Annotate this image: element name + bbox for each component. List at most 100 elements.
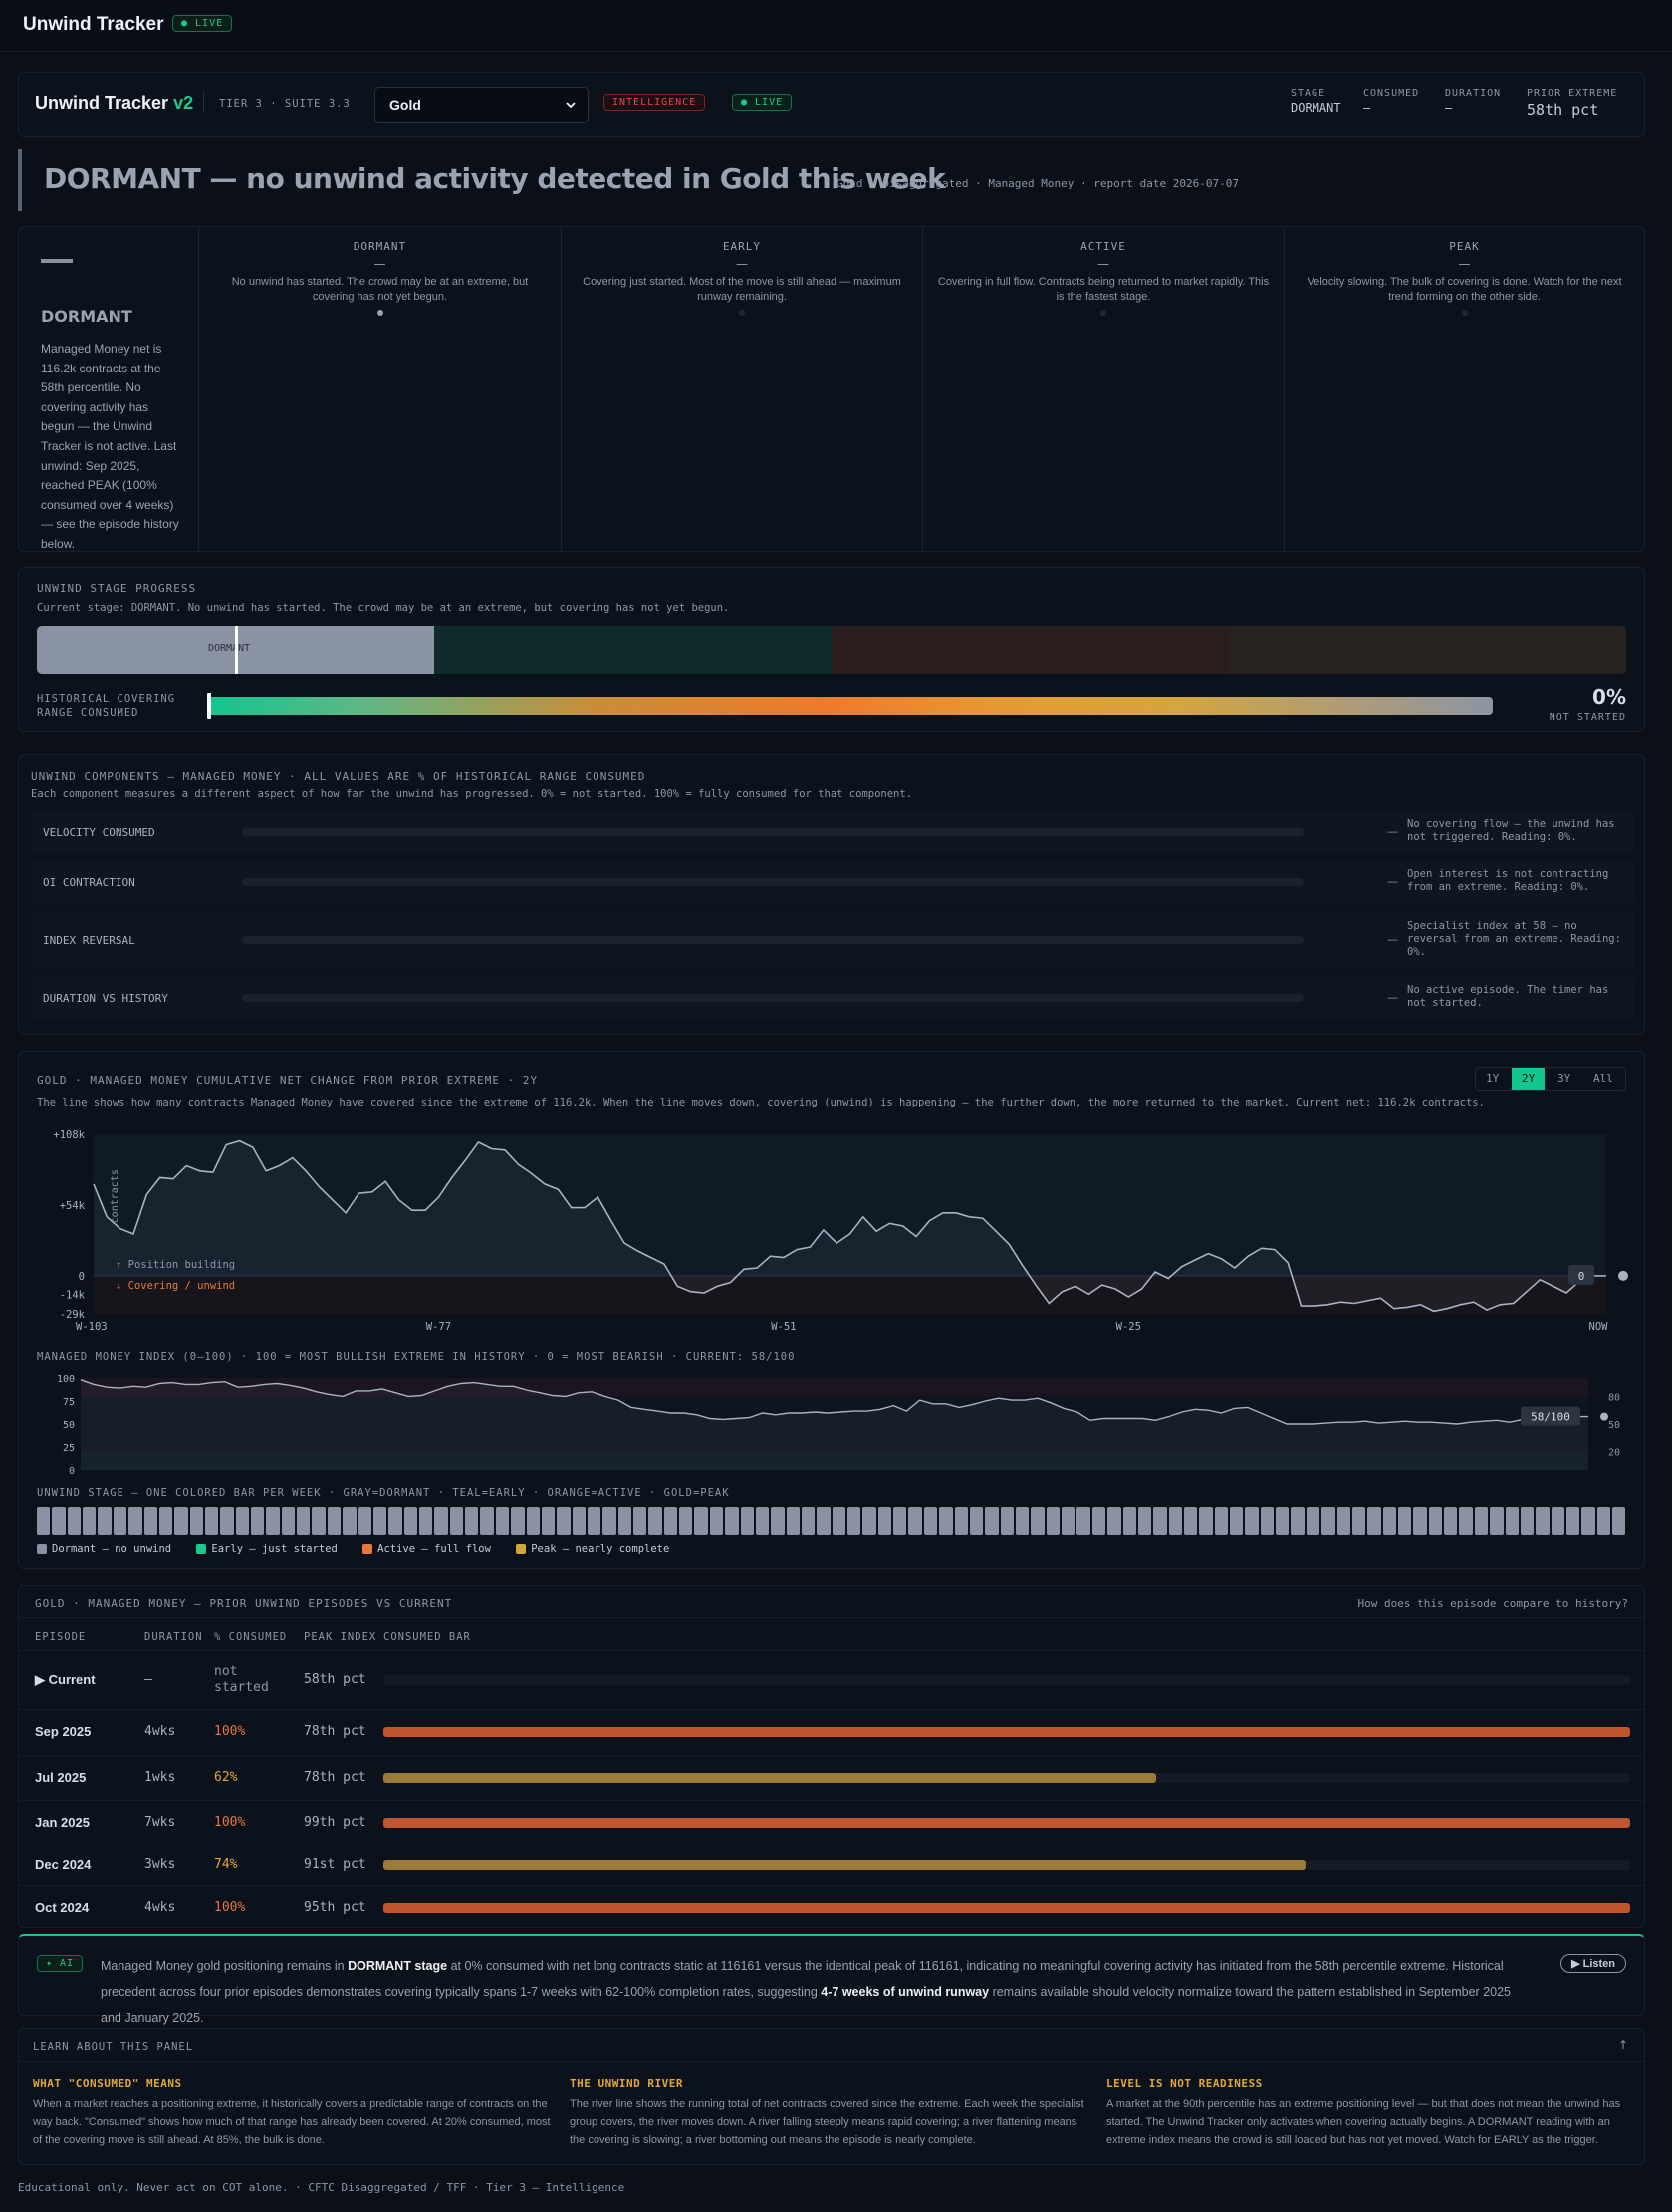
- col-header-duration: DURATION: [144, 1631, 203, 1643]
- consumed-status: NOT STARTED: [1549, 712, 1626, 723]
- historical-range-gradient: [207, 693, 1493, 719]
- stage-week-bar: [893, 1507, 907, 1535]
- episode-consumed: 74%: [214, 1857, 238, 1872]
- episode-name: ▶ Current: [35, 1672, 96, 1687]
- stage-week-bar: [1245, 1507, 1259, 1535]
- stage-column-dormant: DORMANT — No unwind has started. The cro…: [198, 227, 561, 551]
- ai-highlight-stage: DORMANT stage: [348, 1959, 448, 1973]
- stage-week-bar: [281, 1507, 296, 1535]
- index-badge-label: 58/100: [1531, 1411, 1570, 1424]
- stage-week-bar: [297, 1507, 311, 1535]
- episode-name: Jul 2025: [35, 1770, 87, 1785]
- component-name: DURATION VS HISTORY: [43, 992, 168, 1005]
- stage-indicator-dot: [1461, 310, 1468, 316]
- legend-swatch-active: [362, 1544, 373, 1554]
- stage-week-bar: [541, 1507, 556, 1535]
- stage-week-bar: [1214, 1507, 1229, 1535]
- episode-consumed: 100%: [214, 1815, 246, 1830]
- index-zone-tick: 20: [1608, 1448, 1620, 1459]
- range-3y-button[interactable]: 3Y: [1557, 1072, 1571, 1085]
- index-y-tick: 25: [63, 1443, 75, 1454]
- stage-week-bar: [694, 1507, 708, 1535]
- component-note: Open interest is not contracting from an…: [1407, 868, 1609, 893]
- stage-week-bar: [648, 1507, 662, 1535]
- learn-body: When a market reaches a positioning extr…: [33, 2098, 551, 2146]
- stage-segment-active: [832, 626, 1229, 674]
- top-bar: Unwind Tracker ● LIVE: [0, 0, 1672, 52]
- episode-duration: 4wks: [144, 1724, 176, 1739]
- position-building-label: ↑ Position building: [116, 1259, 235, 1271]
- episode-row[interactable]: Jan 2025 7wks 100% 99th pct: [19, 1800, 1646, 1843]
- range-1y-button[interactable]: 1Y: [1486, 1072, 1500, 1085]
- episode-peak-index: 99th pct: [304, 1815, 366, 1830]
- stage-column-title: EARLY: [722, 240, 762, 253]
- consumed-marker: [207, 693, 211, 719]
- stage-week-bar: [372, 1507, 387, 1535]
- episode-row[interactable]: ▶ Current — not started 58th pct: [19, 1650, 1646, 1708]
- collapse-arrow-icon[interactable]: ↑: [1617, 2038, 1628, 2052]
- stage-week-bar: [343, 1507, 357, 1535]
- components-sub: Each component measures a different aspe…: [31, 788, 913, 800]
- stage-week-bar: [266, 1507, 280, 1535]
- stage-week-bar: [985, 1507, 999, 1535]
- episode-peak-index: 78th pct: [304, 1724, 366, 1739]
- episode-name: Jan 2025: [35, 1815, 90, 1830]
- range-toggle: 1Y 2Y 3Y All: [1475, 1067, 1626, 1091]
- stage-week-bar: [251, 1507, 265, 1535]
- hero-meta: Gold · Disaggregated · Managed Money · r…: [836, 177, 1239, 190]
- learn-label: LEARN ABOUT THIS PANEL: [33, 2041, 194, 2053]
- stage-week-bar: [832, 1507, 846, 1535]
- stage-week-bar: [969, 1507, 984, 1535]
- stage-week-bar: [1444, 1507, 1458, 1535]
- episode-bar-fill: [383, 1773, 1157, 1783]
- stage-week-bar: [1230, 1507, 1244, 1535]
- stage-week-bar: [557, 1507, 571, 1535]
- hero-banner: DORMANT — no unwind activity detected in…: [18, 149, 1645, 211]
- episodes-question[interactable]: How does this episode compare to history…: [1357, 1598, 1628, 1610]
- stage-strip-label: UNWIND STAGE — ONE COLORED BAR PER WEEK …: [37, 1487, 730, 1499]
- river-line: [93, 1139, 1606, 1313]
- component-name: INDEX REVERSAL: [43, 934, 135, 947]
- stage-week-bar: [817, 1507, 831, 1535]
- component-value: —: [1387, 825, 1398, 838]
- episode-row[interactable]: Sep 2025 4wks 100% 78th pct: [19, 1709, 1646, 1752]
- stage-description: Managed Money net is 116.2k contracts at…: [41, 342, 179, 551]
- header-panel: Unwind Tracker v2 TIER 3 · SUITE 3.3 Gol…: [18, 72, 1645, 137]
- component-name: OI CONTRACTION: [43, 876, 135, 889]
- live-badge: ● LIVE: [172, 15, 233, 32]
- stage-column-value: —: [736, 257, 748, 271]
- learn-body: The river line shows the running total o…: [570, 2098, 1084, 2146]
- market-select[interactable]: Gold: [374, 87, 589, 123]
- component-note: No active episode. The timer has not sta…: [1407, 984, 1609, 1009]
- episode-row[interactable]: Oct 2024 4wks 100% 95th pct: [19, 1885, 1646, 1928]
- legend-swatch-early: [196, 1544, 207, 1554]
- stage-week-bar: [1596, 1507, 1611, 1535]
- listen-button[interactable]: ▶ Listen: [1560, 1954, 1626, 1973]
- covering-zone: [94, 1275, 1606, 1314]
- y-tick-label: -14k: [60, 1289, 86, 1301]
- stage-column-peak: PEAK — Velocity slowing. The bulk of cov…: [1284, 227, 1644, 551]
- range-all-button[interactable]: All: [1593, 1072, 1613, 1085]
- legend-swatch-peak: [516, 1544, 527, 1554]
- learn-panel: LEARN ABOUT THIS PANEL ↑ WHAT "CONSUMED"…: [18, 2028, 1646, 2165]
- end-dot: [1618, 1270, 1628, 1281]
- col-header-consumed: % CONSUMED: [214, 1631, 288, 1643]
- panel-title: Unwind Tracker v2: [35, 93, 193, 114]
- stage-column-value: —: [1458, 257, 1471, 271]
- stage-summary: DORMANT Managed Money net is 116.2k cont…: [19, 227, 198, 551]
- component-track: [242, 994, 1304, 1002]
- stage-week-bar: [312, 1507, 326, 1535]
- range-2y-button[interactable]: 2Y: [1512, 1068, 1546, 1090]
- episode-bar-track: [383, 1675, 1630, 1685]
- stage-week-bar: [725, 1507, 739, 1535]
- episode-peak-index: 58th pct: [304, 1672, 366, 1687]
- episode-row[interactable]: Jul 2025 1wks 62% 78th pct: [19, 1755, 1646, 1798]
- stage-week-bar: [98, 1507, 112, 1535]
- stage-week-bar: [1505, 1507, 1519, 1535]
- legend-active: Active — full flow: [377, 1543, 491, 1555]
- episode-bar-track: [383, 1773, 1630, 1783]
- stage-week-bar: [418, 1507, 433, 1535]
- component-duration: DURATION VS HISTORY — No active episode.…: [31, 977, 1634, 1019]
- episode-row[interactable]: Dec 2024 3wks 74% 91st pct: [19, 1843, 1646, 1885]
- stage-week-bar: [1459, 1507, 1473, 1535]
